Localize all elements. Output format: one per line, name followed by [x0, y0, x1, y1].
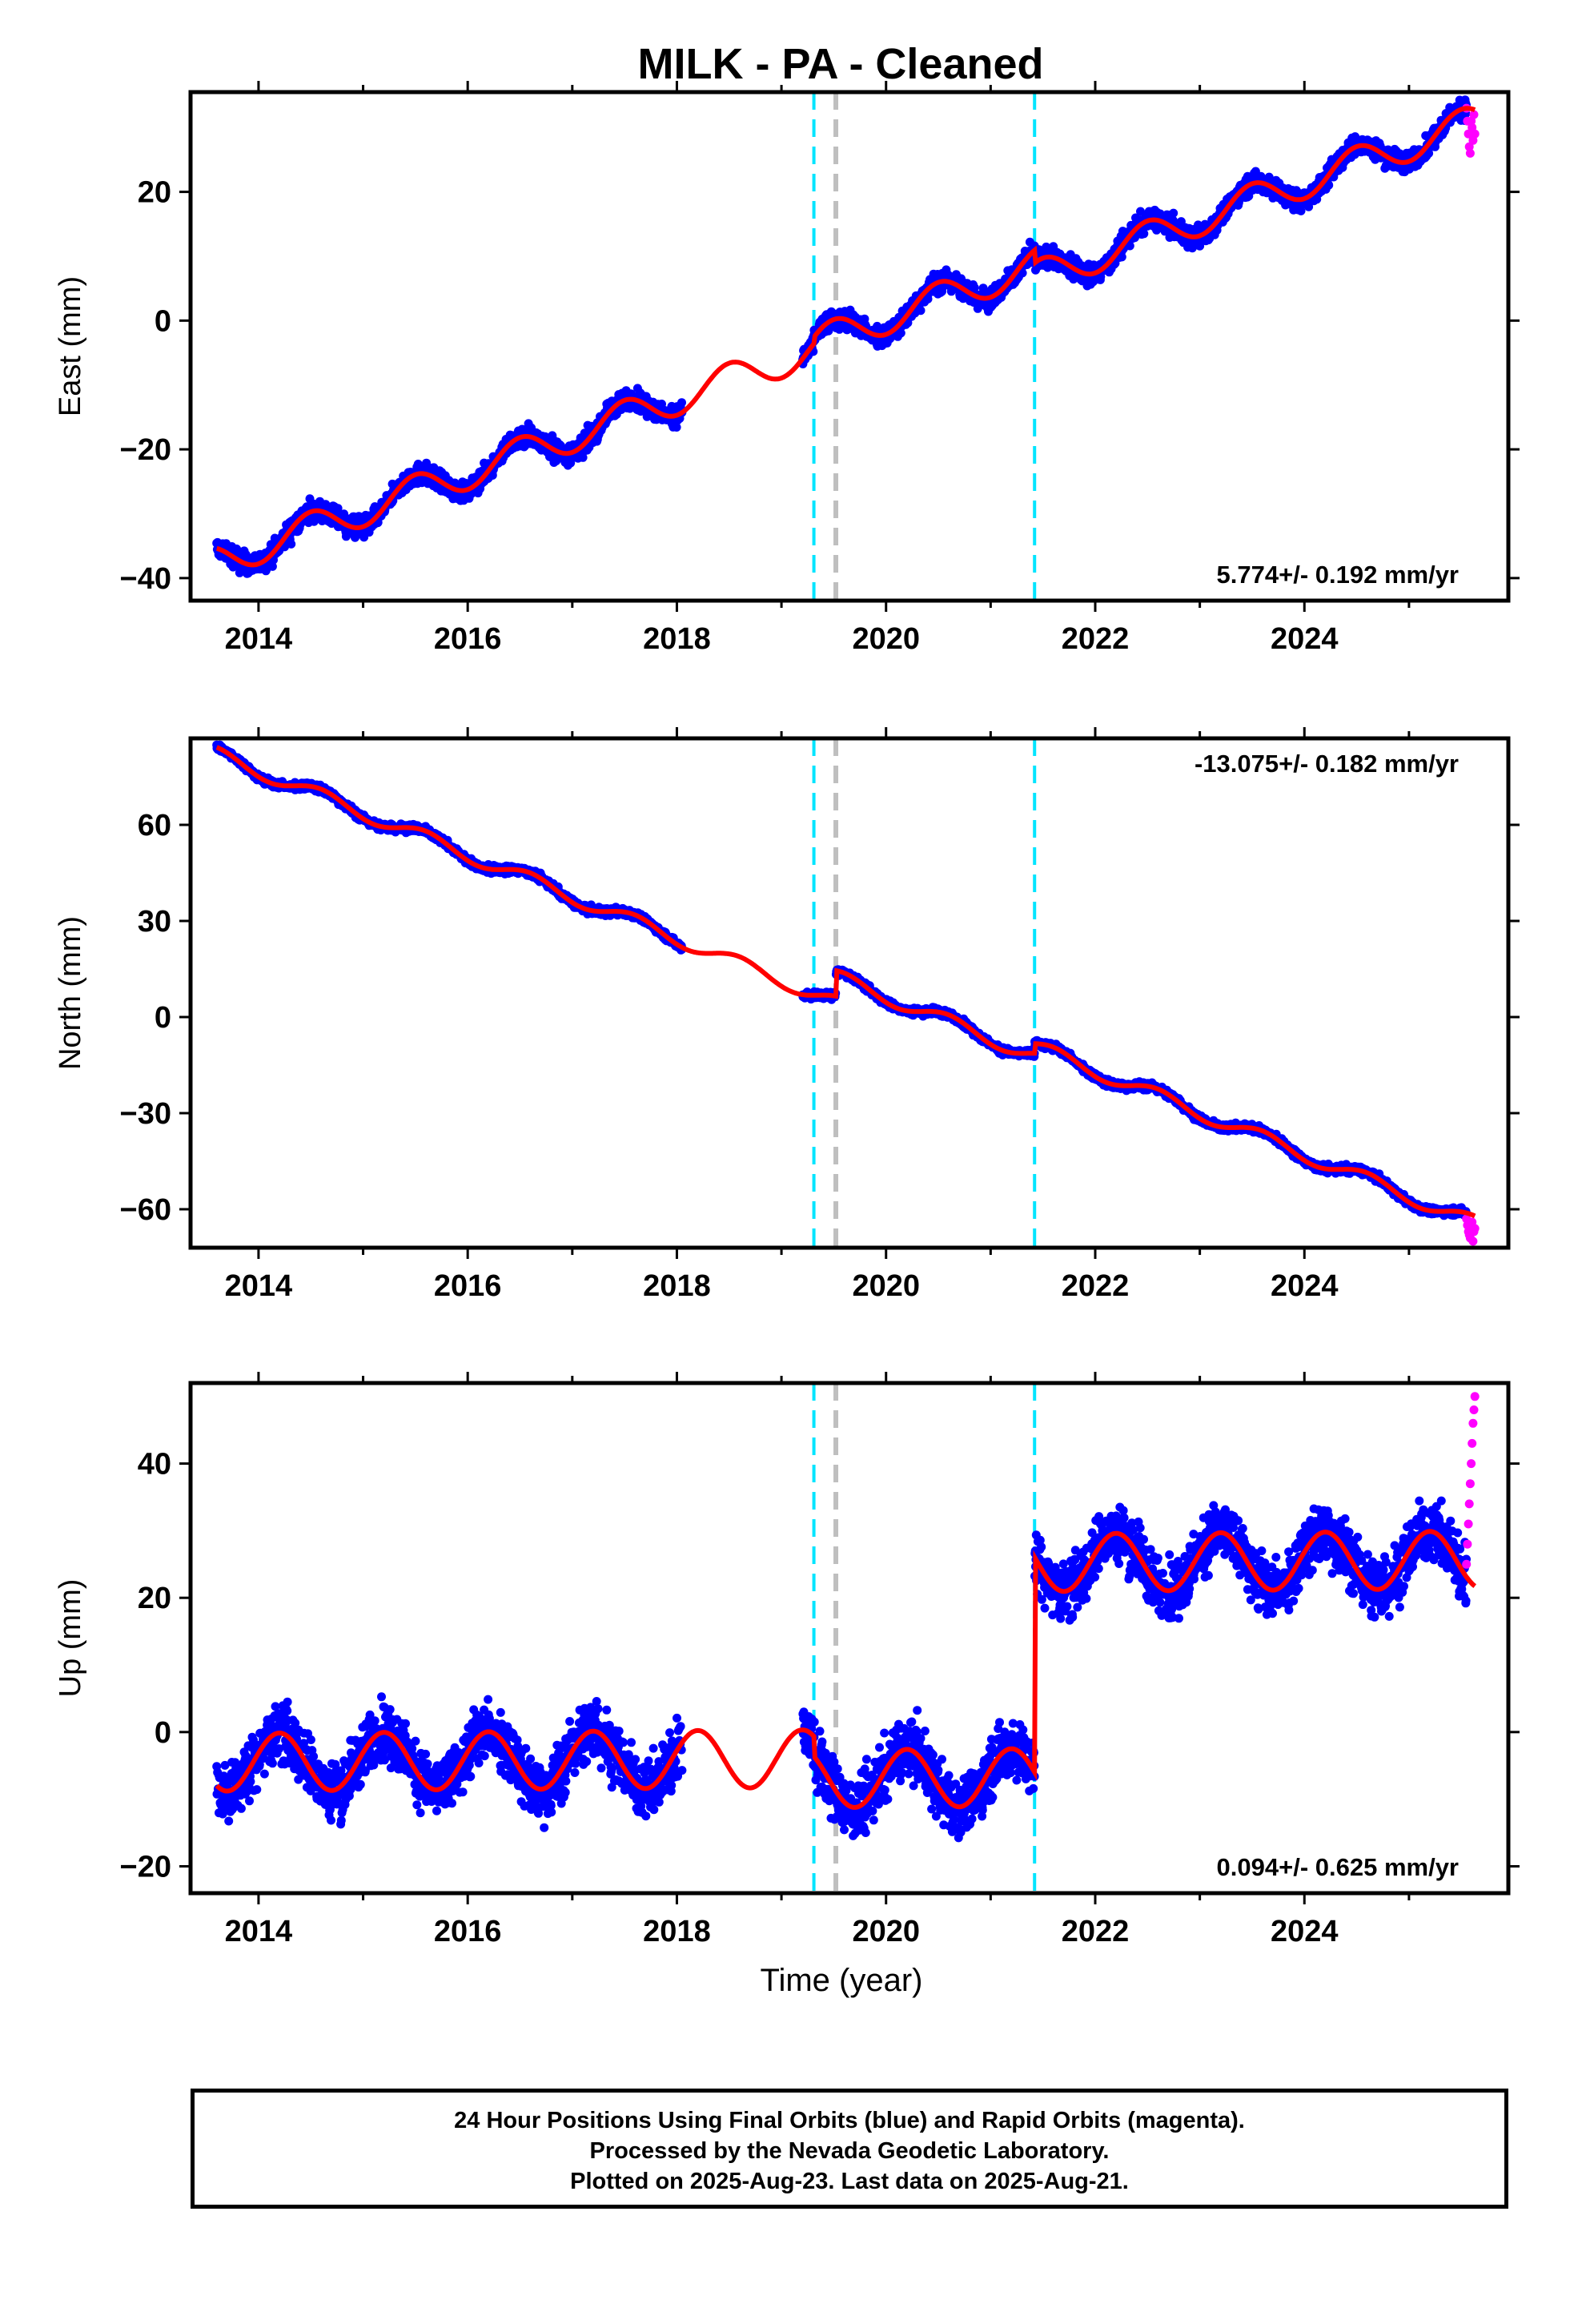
point-final [1139, 229, 1149, 239]
final-orbit-points [212, 740, 1471, 1220]
y-tick-label: −20 [120, 433, 171, 467]
point-final [566, 458, 576, 468]
point-final [1304, 202, 1314, 211]
point-final [267, 561, 277, 571]
rate-annotation: 5.774+/- 0.192 mm/yr [1217, 561, 1459, 589]
x-tick-label: 2020 [852, 622, 920, 656]
point-rapid [1465, 148, 1475, 158]
point-final [1018, 268, 1027, 278]
final-orbit-points [212, 95, 1471, 578]
y-axis-label: East (mm) [54, 276, 87, 416]
x-tick-label: 2016 [434, 622, 502, 656]
point-final [677, 398, 686, 408]
point-final [923, 294, 933, 304]
point-rapid [1470, 129, 1480, 139]
point-final [1169, 208, 1178, 218]
model-curve [216, 106, 1476, 568]
panel-east: 2014 2016 2018 2020 2022 2024 −40 −20 0 20 East (m… [54, 81, 1520, 656]
point-final [578, 452, 588, 462]
point-rapid [1464, 142, 1474, 151]
point-final [333, 504, 343, 513]
x-tick-label: 2018 [643, 622, 711, 656]
data-layer-east [212, 92, 1480, 601]
point-final [287, 539, 296, 549]
point-final [916, 306, 926, 316]
point-final [672, 423, 681, 432]
x-tick-label: 2014 [225, 622, 293, 656]
chart-title: MILK - PA - Cleaned [637, 40, 1043, 88]
point-final [1296, 206, 1306, 215]
plot-frame [188, 90, 1511, 603]
point-rapid [1469, 110, 1479, 119]
rapid-orbit-points [1462, 103, 1480, 158]
x-tick-label: 2024 [1271, 622, 1339, 656]
y-tick-label: 0 [155, 304, 171, 338]
point-rapid [1464, 129, 1473, 139]
point-final [1324, 180, 1334, 190]
data-layer-north [212, 738, 1480, 1248]
panel-north: 2014 2016 2018 2020 2022 2024−60−3003060North… [54, 727, 1520, 1303]
point-final [896, 328, 905, 338]
point-final [1117, 252, 1126, 262]
x-tick-label: 2022 [1062, 622, 1130, 656]
y-tick-label: 20 [138, 176, 171, 210]
point-final [1125, 241, 1134, 251]
y-tick-label: −40 [120, 562, 171, 596]
